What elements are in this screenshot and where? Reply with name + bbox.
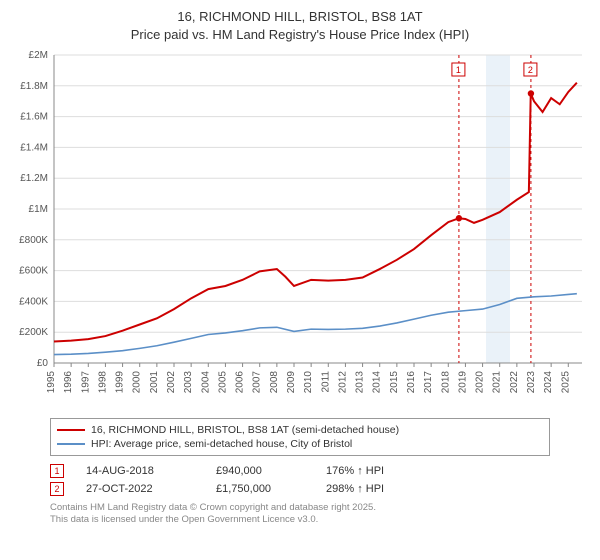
title-line1: 16, RICHMOND HILL, BRISTOL, BS8 1AT	[177, 9, 422, 24]
svg-text:2021: 2021	[492, 371, 503, 394]
svg-text:2011: 2011	[320, 371, 331, 393]
svg-text:£1.8M: £1.8M	[20, 81, 48, 92]
svg-text:2023: 2023	[526, 371, 537, 394]
footnote-line1: Contains HM Land Registry data © Crown c…	[50, 502, 376, 513]
svg-text:2009: 2009	[286, 371, 297, 394]
svg-text:2000: 2000	[132, 371, 143, 394]
svg-text:2020: 2020	[475, 371, 486, 394]
svg-text:2013: 2013	[355, 371, 366, 394]
svg-text:1: 1	[456, 65, 461, 75]
svg-text:£1M: £1M	[29, 204, 48, 215]
svg-text:2017: 2017	[423, 371, 434, 394]
svg-text:2002: 2002	[166, 371, 177, 394]
svg-text:2003: 2003	[183, 371, 194, 394]
footnote: Contains HM Land Registry data © Crown c…	[50, 502, 550, 527]
svg-text:2014: 2014	[372, 371, 383, 394]
svg-text:£2M: £2M	[29, 50, 48, 61]
svg-text:2006: 2006	[235, 371, 246, 394]
svg-text:1998: 1998	[97, 371, 108, 394]
legend-label: HPI: Average price, semi-detached house,…	[91, 438, 352, 450]
sale-badge: 1	[50, 464, 64, 478]
legend: 16, RICHMOND HILL, BRISTOL, BS8 1AT (sem…	[50, 418, 550, 456]
svg-text:1995: 1995	[46, 371, 57, 394]
legend-swatch	[57, 429, 85, 431]
legend-label: 16, RICHMOND HILL, BRISTOL, BS8 1AT (sem…	[91, 424, 399, 436]
svg-text:2001: 2001	[149, 371, 160, 394]
svg-text:2010: 2010	[303, 371, 314, 394]
svg-text:2024: 2024	[543, 371, 554, 394]
chart-title: 16, RICHMOND HILL, BRISTOL, BS8 1AT Pric…	[10, 8, 590, 43]
svg-text:2016: 2016	[406, 371, 417, 394]
svg-text:2008: 2008	[269, 371, 280, 394]
legend-item: HPI: Average price, semi-detached house,…	[57, 437, 543, 451]
svg-text:1997: 1997	[80, 371, 91, 394]
sales-table: 1 14-AUG-2018 £940,000 176% ↑ HPI 2 27-O…	[50, 462, 550, 498]
svg-text:£200K: £200K	[19, 327, 48, 338]
sale-row: 2 27-OCT-2022 £1,750,000 298% ↑ HPI	[50, 480, 550, 498]
sale-date: 14-AUG-2018	[86, 465, 216, 477]
svg-text:2025: 2025	[560, 371, 571, 394]
title-line2: Price paid vs. HM Land Registry's House …	[131, 27, 469, 42]
sale-price: £940,000	[216, 465, 326, 477]
sale-pct: 298% ↑ HPI	[326, 483, 384, 495]
svg-text:£1.6M: £1.6M	[20, 112, 48, 123]
svg-text:2022: 2022	[509, 371, 520, 394]
svg-text:£600K: £600K	[19, 266, 48, 277]
svg-text:2007: 2007	[252, 371, 263, 394]
svg-text:2005: 2005	[217, 371, 228, 394]
sale-badge: 2	[50, 482, 64, 496]
svg-text:2015: 2015	[389, 371, 400, 394]
svg-text:2: 2	[528, 65, 533, 75]
chart-svg: £0 £200K £400K £600K £800K £1M £1.2M £1.4M £1.6M…	[10, 49, 590, 409]
svg-text:1999: 1999	[115, 371, 126, 394]
svg-text:£800K: £800K	[19, 235, 48, 246]
sale-pct: 176% ↑ HPI	[326, 465, 384, 477]
legend-item: 16, RICHMOND HILL, BRISTOL, BS8 1AT (sem…	[57, 423, 543, 437]
sale-price: £1,750,000	[216, 483, 326, 495]
svg-text:2019: 2019	[457, 371, 468, 394]
svg-text:£1.2M: £1.2M	[20, 173, 48, 184]
legend-swatch	[57, 443, 85, 445]
svg-text:£1.4M: £1.4M	[20, 142, 48, 153]
sale-row: 1 14-AUG-2018 £940,000 176% ↑ HPI	[50, 462, 550, 480]
sale-date: 27-OCT-2022	[86, 483, 216, 495]
svg-text:2004: 2004	[200, 371, 211, 394]
svg-text:1996: 1996	[63, 371, 74, 394]
svg-text:2018: 2018	[440, 371, 451, 394]
chart-area: £0 £200K £400K £600K £800K £1M £1.2M £1.4M £1.6M…	[10, 49, 590, 414]
footnote-line2: This data is licensed under the Open Gov…	[50, 514, 318, 525]
svg-text:£400K: £400K	[19, 296, 48, 307]
svg-text:2012: 2012	[337, 371, 348, 394]
svg-text:£0: £0	[37, 358, 49, 369]
